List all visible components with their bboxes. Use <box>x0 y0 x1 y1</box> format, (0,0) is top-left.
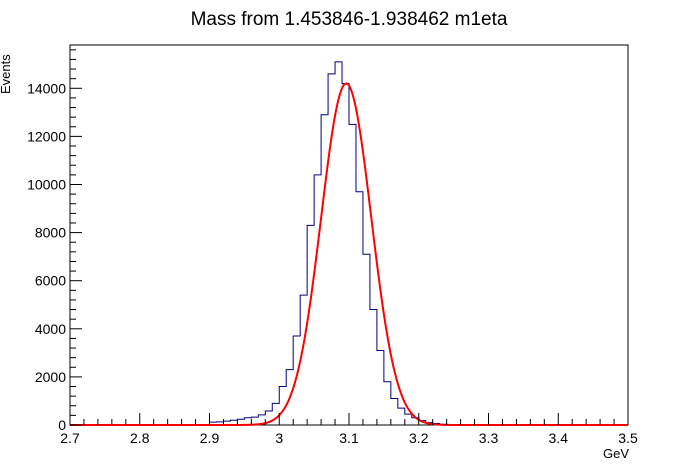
y-tick-label: 14000 <box>27 80 66 96</box>
histogram-bin <box>405 414 412 425</box>
x-axis-label: GeV <box>603 446 629 461</box>
histogram-bin <box>356 192 363 425</box>
y-tick-label: 6000 <box>35 273 66 289</box>
histogram-bin <box>272 403 279 425</box>
y-tick-label: 10000 <box>27 176 66 192</box>
y-tick-label: 2000 <box>35 369 66 385</box>
y-tick-label: 12000 <box>27 128 66 144</box>
x-tick-label: 2.7 <box>60 430 80 446</box>
histogram-bin <box>377 350 384 425</box>
x-tick-label: 3 <box>275 430 283 446</box>
y-tick-label: 0 <box>58 417 66 433</box>
x-tick-label: 2.8 <box>130 430 150 446</box>
histogram-bin <box>391 399 398 425</box>
y-tick-label: 4000 <box>35 321 66 337</box>
fit-curve <box>70 82 628 426</box>
histogram-bin <box>349 124 356 425</box>
x-tick-label: 3.1 <box>339 430 359 446</box>
fit-layer <box>70 82 628 426</box>
axis-layer: 2.7 2.8 2.9 3 3.1 3.2 3.3 3.4 3.5 0 2000 4000 6000 80… <box>27 49 638 446</box>
histogram-bin <box>307 225 314 425</box>
histogram-bin <box>398 408 405 425</box>
histogram-bin <box>321 115 328 425</box>
histogram-bin <box>342 83 349 425</box>
chart-title: Mass from 1.453846-1.938462 m1eta <box>191 9 508 30</box>
histogram-series <box>70 61 628 426</box>
x-tick-label: 2.9 <box>200 430 220 446</box>
histogram-layer <box>70 61 628 426</box>
x-tick-label: 3.4 <box>549 430 569 446</box>
histogram-bin <box>335 62 342 425</box>
histogram-bin <box>314 175 321 425</box>
histogram-bin <box>384 382 391 425</box>
x-tick-label: 3.5 <box>618 430 638 446</box>
y-axis-label: Events <box>0 54 13 94</box>
histogram-bin <box>370 310 377 425</box>
histogram-bin <box>363 254 370 425</box>
x-tick-label: 3.2 <box>409 430 429 446</box>
histogram-bin <box>293 336 300 425</box>
y-tick-label: 8000 <box>35 225 66 241</box>
x-tick-label: 3.3 <box>479 430 499 446</box>
